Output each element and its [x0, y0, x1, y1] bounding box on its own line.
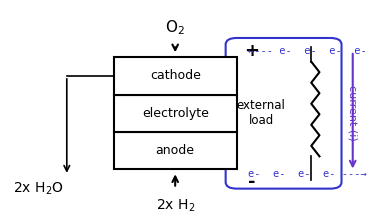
Text: +: +: [244, 42, 260, 60]
Text: e-  e-  e-  e- ---→: e- e- e- e- ---→: [248, 169, 367, 179]
Text: 2x H$_2$: 2x H$_2$: [156, 198, 195, 214]
Text: cathode: cathode: [150, 70, 201, 82]
Bar: [114, 57, 237, 95]
Text: 2x H$_2$O: 2x H$_2$O: [13, 181, 64, 197]
Text: external
load: external load: [237, 99, 286, 127]
Text: O$_2$: O$_2$: [165, 18, 185, 37]
Text: ←--- e-  e-  e-  e-: ←--- e- e- e- e-: [248, 46, 367, 56]
Text: anode: anode: [156, 144, 195, 157]
Bar: [114, 95, 237, 132]
Text: electrolyte: electrolyte: [142, 107, 209, 120]
Text: current (i): current (i): [348, 85, 358, 141]
Bar: [114, 132, 237, 169]
Text: -: -: [248, 173, 256, 191]
